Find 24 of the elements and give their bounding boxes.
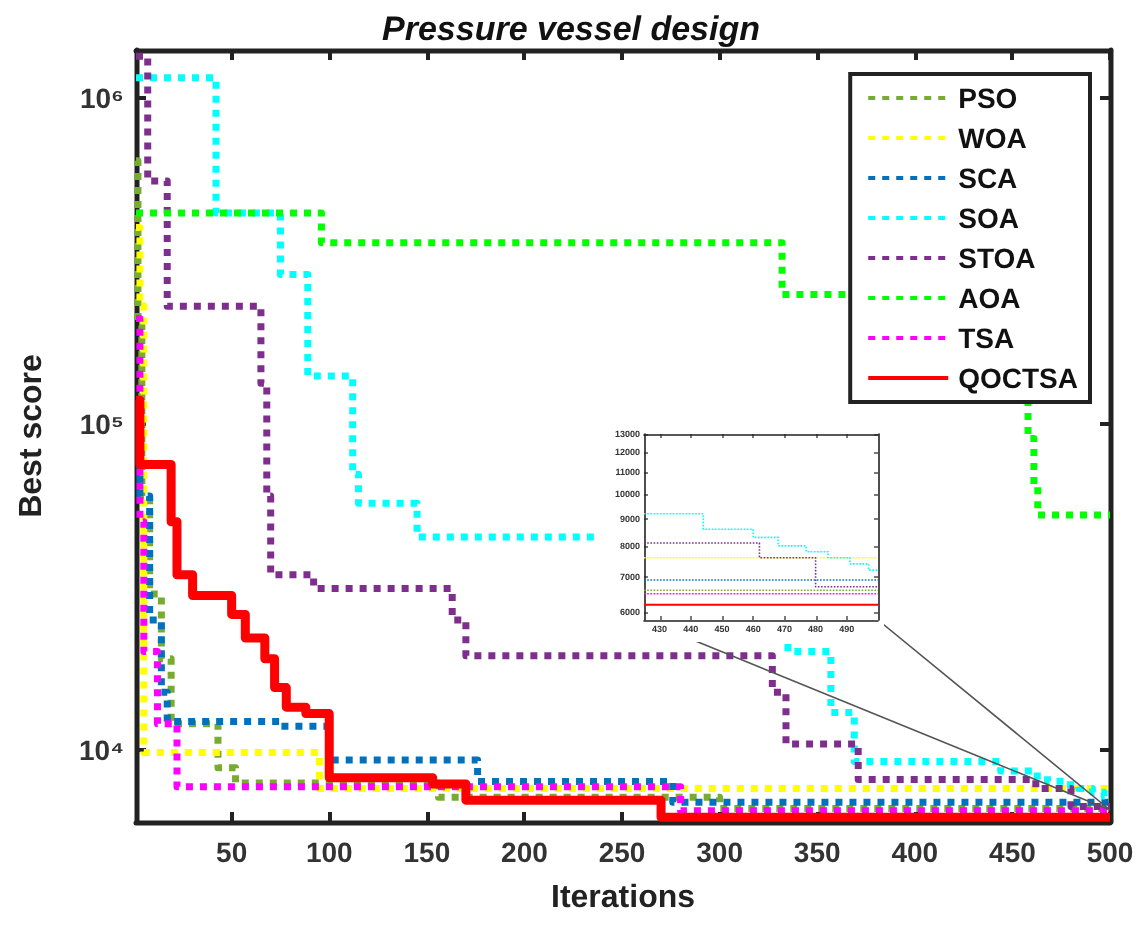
chart-title: Pressure vessel design <box>381 10 761 48</box>
y-tick-label: 10⁵ <box>79 407 124 440</box>
x-tick-label: 250 <box>598 836 646 868</box>
x-tick-label: 100 <box>305 836 354 868</box>
x-tick-label: 350 <box>793 836 841 868</box>
x-tick-label: 150 <box>403 836 451 868</box>
legend-label: TSA <box>958 322 1015 354</box>
x-axis-title: Iterations <box>550 881 696 915</box>
legend-label: PSO <box>958 82 1018 114</box>
y-axis-title: Best score <box>15 353 49 518</box>
legend-label: QOCTSA <box>958 362 1078 394</box>
y-tick-label: 10⁴ <box>79 733 125 766</box>
legend-label: SOA <box>958 202 1019 234</box>
x-tick-label: 500 <box>1086 836 1134 868</box>
x-tick-label: 300 <box>696 836 744 868</box>
x-tick-label: 50 <box>216 836 248 868</box>
legend-label: WOA <box>958 122 1027 154</box>
x-tick-label: 200 <box>501 836 549 868</box>
legend-label: SCA <box>958 162 1018 194</box>
legend-label: STOA <box>958 242 1036 274</box>
legend-label: AOA <box>958 282 1021 314</box>
x-tick-label: 400 <box>891 836 939 868</box>
x-tick-label: 450 <box>989 836 1037 868</box>
y-tick-label: 10⁶ <box>79 81 124 114</box>
